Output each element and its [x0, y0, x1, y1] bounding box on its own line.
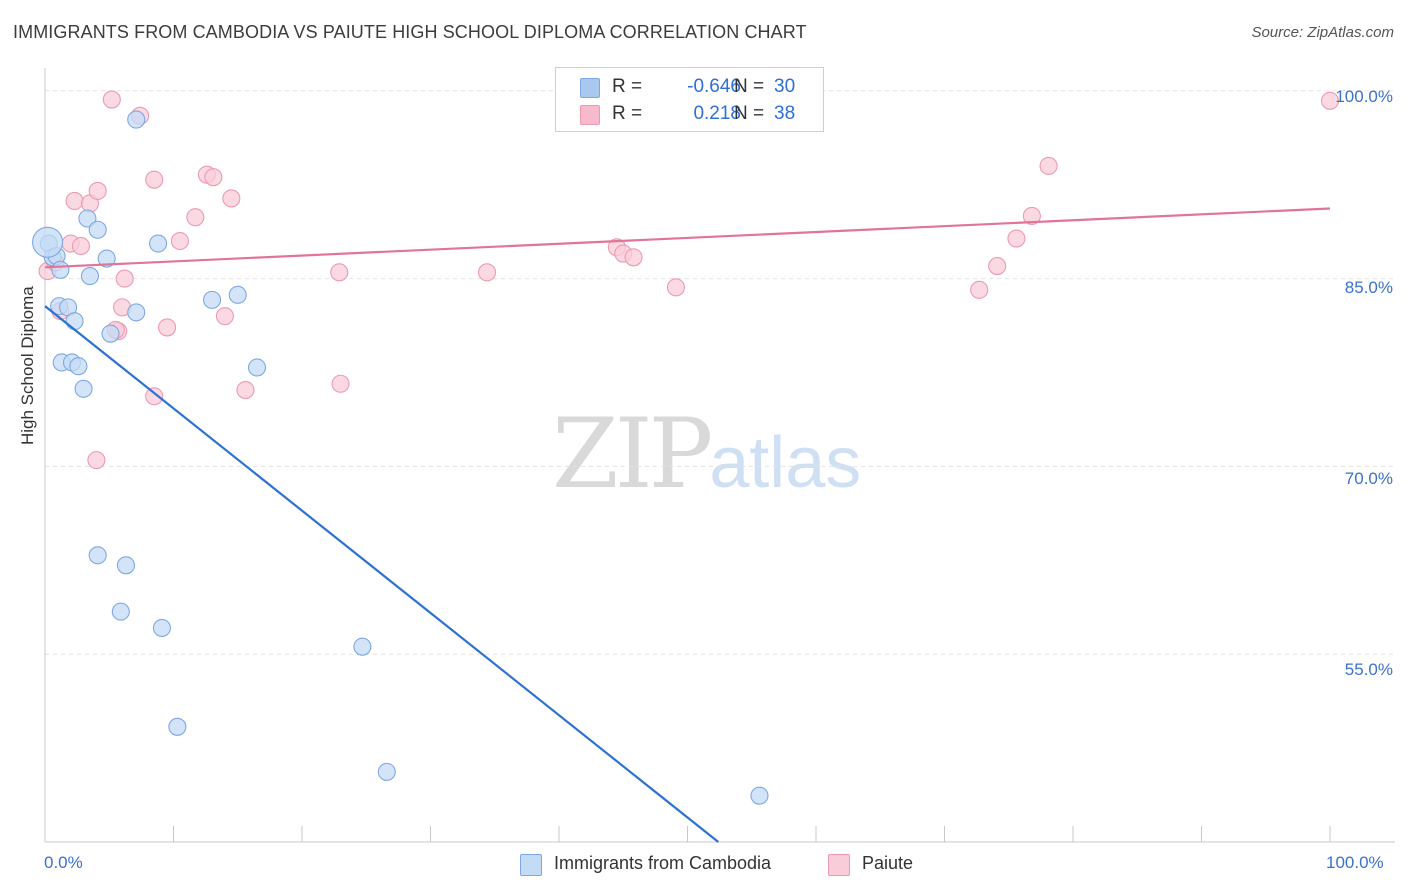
data-point — [970, 280, 989, 299]
data-point — [115, 269, 134, 288]
data-point — [65, 312, 84, 331]
data-point — [330, 263, 349, 282]
data-point — [65, 191, 84, 211]
data-point — [127, 110, 146, 129]
data-point — [145, 170, 164, 189]
data-point — [158, 318, 177, 337]
data-point — [88, 181, 107, 200]
data-point — [222, 189, 241, 208]
data-point — [168, 717, 187, 736]
data-point — [32, 226, 64, 258]
data-point — [149, 234, 168, 253]
correlation-legend: R = -0.646 N = 30 R = 0.218 N = 38 — [555, 67, 824, 132]
legend-label: Paiute — [862, 853, 914, 873]
data-point — [331, 374, 350, 393]
data-point — [87, 451, 106, 470]
watermark: ZIPatlas — [552, 398, 861, 510]
cambodia-swatch — [580, 78, 600, 98]
cambodia-points — [32, 110, 769, 805]
data-point — [247, 358, 267, 377]
data-point — [116, 556, 136, 575]
data-point — [228, 285, 247, 304]
data-point — [88, 220, 107, 239]
data-point — [102, 90, 121, 109]
paiute-swatch — [828, 854, 850, 876]
paiute-points — [38, 90, 1340, 470]
y-tick-label: 85.0% — [1344, 278, 1393, 297]
data-point — [624, 248, 643, 267]
chart-title: IMMIGRANTS FROM CAMBODIA VS PAIUTE HIGH … — [13, 22, 807, 42]
data-point — [111, 602, 130, 621]
r-value: 0.218 — [693, 103, 741, 124]
data-point — [74, 379, 93, 398]
watermark-zip: ZIP — [552, 398, 713, 510]
n-label: N = — [734, 103, 765, 124]
data-point — [97, 249, 116, 268]
data-point — [666, 278, 685, 297]
data-point — [215, 307, 234, 326]
data-point — [51, 260, 70, 279]
x-tick-label-right: 100.0% — [1326, 853, 1384, 872]
watermark-atlas: atlas — [709, 423, 862, 503]
data-point — [750, 786, 769, 805]
data-point — [377, 762, 396, 781]
data-point — [88, 546, 107, 565]
y-tick-label: 100.0% — [1335, 87, 1393, 106]
data-point — [145, 387, 164, 406]
r-value: -0.646 — [687, 76, 741, 97]
y-tick-label: 55.0% — [1344, 660, 1393, 679]
data-point — [1039, 156, 1058, 175]
data-point — [988, 257, 1007, 276]
data-point — [80, 267, 100, 286]
data-point — [101, 324, 120, 343]
source-label: Source: ZipAtlas.com — [1251, 24, 1394, 41]
r-label: R = — [612, 103, 643, 124]
x-tick-label-left: 0.0% — [44, 853, 83, 872]
data-point — [203, 290, 222, 309]
data-point — [69, 357, 88, 376]
paiute-trend-line — [44, 207, 1331, 269]
n-value: 38 — [774, 103, 796, 124]
data-point — [1007, 229, 1026, 248]
data-point — [1022, 206, 1041, 226]
data-point — [127, 303, 146, 322]
data-point — [477, 263, 497, 282]
data-point — [71, 236, 91, 256]
paiute-swatch — [580, 105, 600, 125]
data-point — [170, 231, 189, 251]
axes — [44, 68, 1395, 843]
r-label: R = — [612, 76, 643, 97]
data-point — [78, 209, 97, 228]
data-point — [204, 168, 223, 187]
legend-label: Immigrants from Cambodia — [554, 853, 772, 873]
data-point — [353, 637, 372, 656]
cambodia-trend-line — [44, 305, 720, 843]
data-point — [236, 380, 255, 400]
y-axis-label: High School Diploma — [18, 286, 37, 445]
gridlines — [45, 90, 1395, 655]
n-value: 30 — [774, 76, 796, 97]
trend-lines — [44, 207, 1331, 843]
data-point — [152, 618, 171, 637]
y-tick-label: 70.0% — [1344, 469, 1393, 488]
cambodia-swatch — [520, 854, 542, 876]
data-point — [186, 208, 205, 227]
n-label: N = — [734, 76, 765, 97]
data-point — [1320, 91, 1340, 110]
